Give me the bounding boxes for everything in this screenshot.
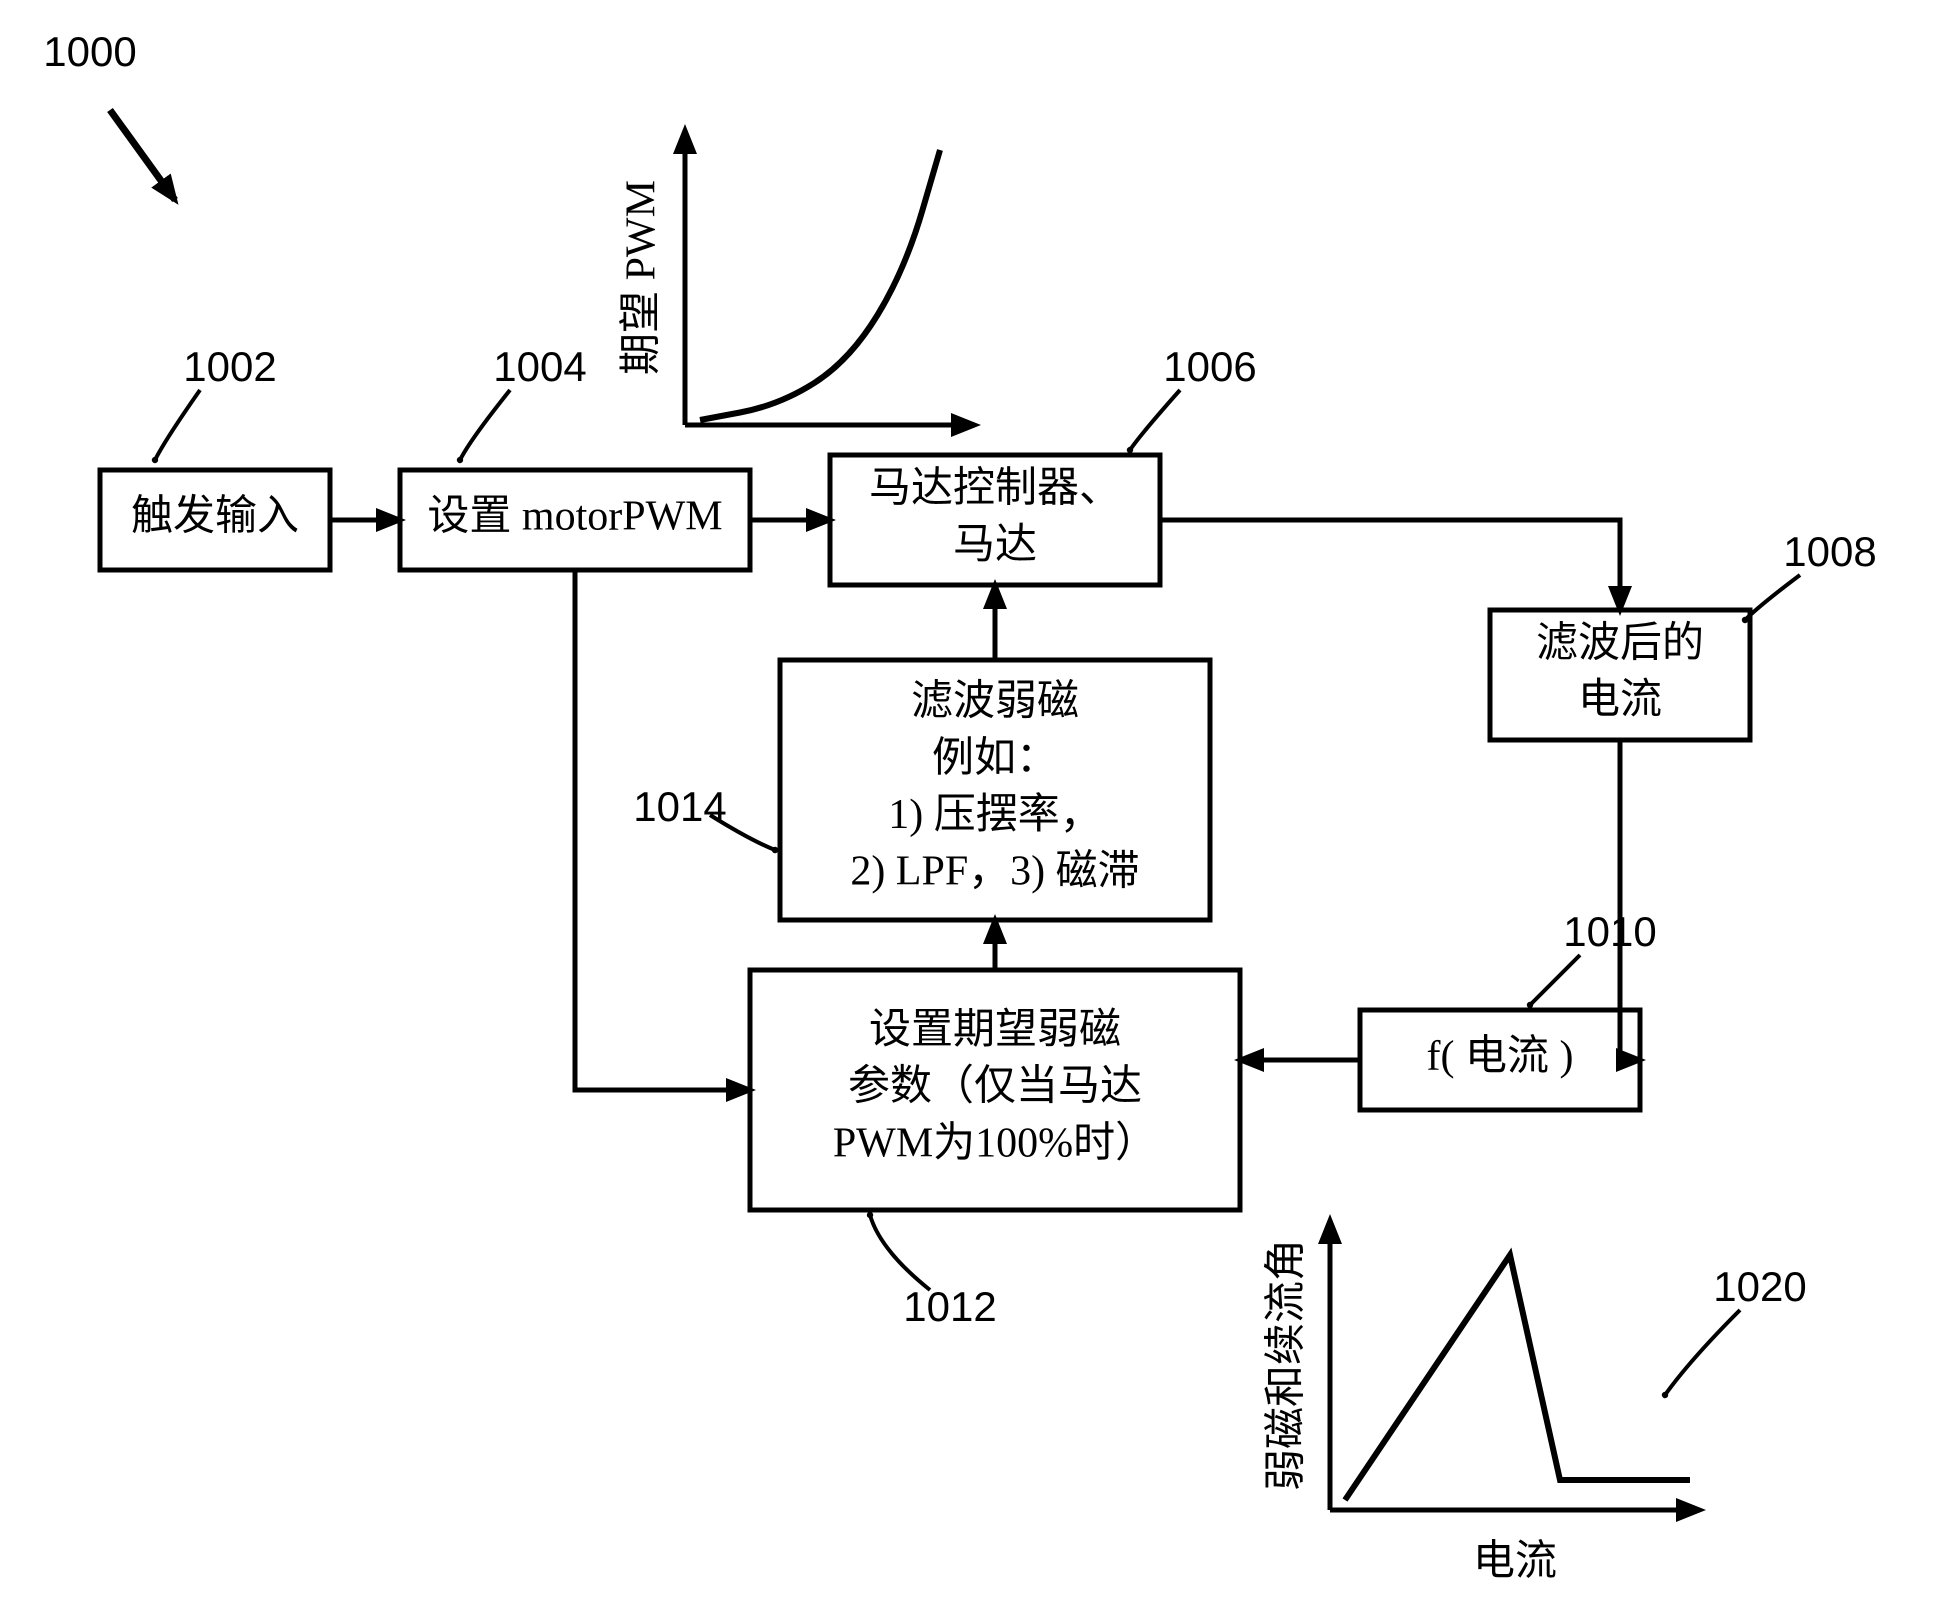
b1014-label: 例如： xyxy=(932,735,1058,781)
b1002-label: 触发输入 xyxy=(131,494,299,540)
refnum-1020: 1020 xyxy=(1713,1263,1806,1310)
refnum-1008: 1008 xyxy=(1783,528,1876,575)
leader-1002 xyxy=(155,390,200,460)
connector-2 xyxy=(1160,520,1620,610)
bottom-chart-ylabel: 弱磁和续流角 xyxy=(1264,1239,1310,1491)
top-chart-ylabel: 期望 PWM xyxy=(619,180,665,375)
refnum-1010: 1010 xyxy=(1563,908,1656,955)
leader-1012 xyxy=(870,1215,930,1290)
leader-1006 xyxy=(1130,390,1180,450)
leader-1010 xyxy=(1530,955,1580,1005)
b1008-label: 电流 xyxy=(1578,677,1662,723)
b1012-label: 设置期望弱磁 xyxy=(869,1007,1121,1053)
refnum-1014: 1014 xyxy=(633,783,726,830)
b1008-label: 滤波后的 xyxy=(1536,620,1704,666)
b1006-label: 马达 xyxy=(953,522,1037,568)
leader-1014 xyxy=(710,815,775,850)
b1012-label: PWM为100%时） xyxy=(833,1120,1157,1166)
bottom-chart-xlabel: 电流 xyxy=(1473,1539,1557,1585)
b1014-label: 滤波弱磁 xyxy=(911,679,1079,725)
bottom-chart-curve xyxy=(1345,1255,1690,1500)
refnum-1006: 1006 xyxy=(1163,343,1256,390)
refnum-1012: 1012 xyxy=(903,1283,996,1330)
leader-1020 xyxy=(1665,1310,1740,1395)
b1014-label: 1) 压摆率， xyxy=(888,791,1102,838)
b1010-label: f( 电流 ) xyxy=(1427,1034,1574,1080)
b1012-label: 参数（仅当马达 xyxy=(848,1063,1142,1110)
top-chart-curve xyxy=(700,150,940,420)
refnum-1000: 1000 xyxy=(43,28,136,75)
b1014-label: 2) LPF，3) 磁滞 xyxy=(850,849,1139,895)
leader-1004 xyxy=(460,390,510,460)
b1004-label: 设置 motorPWM xyxy=(427,494,722,540)
leader-1008 xyxy=(1745,575,1800,620)
refnum-1002: 1002 xyxy=(183,343,276,390)
refnum-1004: 1004 xyxy=(493,343,586,390)
b1006-label: 马达控制器、 xyxy=(869,465,1121,511)
figure-pointer xyxy=(110,110,175,200)
